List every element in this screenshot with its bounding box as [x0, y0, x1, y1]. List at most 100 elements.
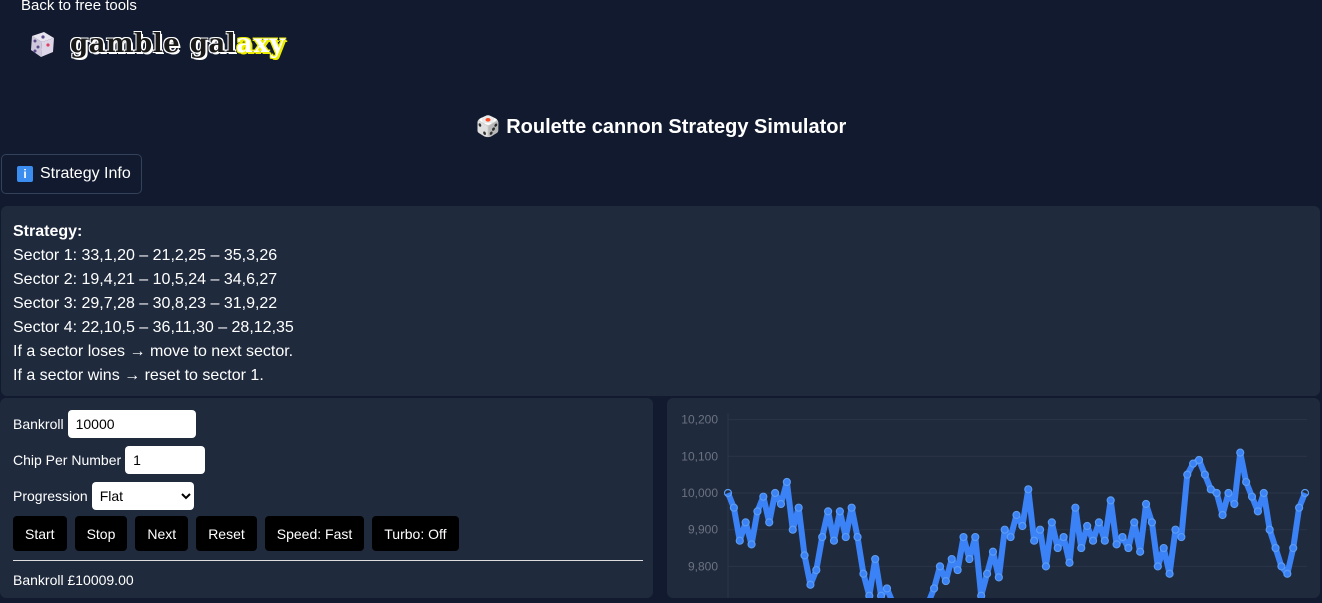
strategy-panel: Strategy: Sector 1: 33,1,20 – 21,2,25 – …: [1, 206, 1320, 396]
start-button[interactable]: Start: [13, 516, 67, 551]
data-point: [1018, 521, 1027, 531]
data-point: [1124, 543, 1133, 553]
data-point: [1277, 562, 1286, 571]
data-point: [1030, 536, 1039, 545]
strategy-line: If a sector wins → reset to sector 1.: [13, 367, 264, 384]
data-point: [994, 573, 1003, 582]
data-point: [965, 554, 974, 564]
data-point: [1283, 569, 1292, 578]
data-point: [1065, 558, 1074, 567]
reset-button[interactable]: Reset: [196, 516, 257, 551]
data-point: [741, 518, 750, 527]
data-point: [1118, 532, 1127, 542]
chart-panel: 9,800 9,900 10,000 10,100 10,200: [667, 398, 1320, 603]
data-point: [1289, 543, 1298, 553]
strategy-line: If a sector loses → move to next sector.: [13, 343, 294, 360]
data-point: [941, 576, 950, 586]
data-point: [1224, 488, 1233, 498]
progression-select[interactable]: Flat: [91, 482, 194, 510]
data-point: [759, 492, 768, 501]
strategy-line: Sector 2: 19,4,21 – 10,5,24 – 34,6,27: [13, 271, 278, 288]
data-point: [935, 562, 945, 571]
data-point: [1136, 547, 1145, 556]
turbo-button[interactable]: Turbo: Off: [372, 516, 459, 551]
data-point: [853, 532, 862, 542]
data-point: [1000, 525, 1009, 534]
bankroll-status: Bankroll £10009.00: [13, 572, 134, 588]
data-point: [765, 518, 774, 527]
data-point: [788, 525, 797, 534]
data-point: [1130, 518, 1139, 527]
data-point: [723, 488, 733, 498]
strategy-line: Sector 4: 22,10,5 – 36,11,30 – 28,12,35: [13, 319, 294, 336]
strategy-line: Sector 3: 29,7,28 – 30,8,23 – 31,9,22: [13, 295, 278, 312]
data-point: [847, 503, 856, 512]
logo[interactable]: gamble galaxy: [26, 28, 285, 60]
data-point: [729, 503, 738, 512]
strategy-line: Sector 1: 33,1,20 – 21,2,25 – 35,3,26: [13, 247, 278, 264]
speed-button[interactable]: Speed: Fast: [264, 516, 365, 551]
data-point: [1218, 510, 1227, 520]
data-point: [988, 547, 998, 556]
data-point: [1147, 518, 1157, 527]
dice-icon: [31, 32, 54, 57]
data-point: [1259, 488, 1268, 498]
bankroll-chart: 9,800 9,900 10,000 10,100 10,200: [681, 413, 1310, 603]
data-point: [871, 554, 880, 564]
series-line: [725, 449, 1308, 603]
data-point: [1165, 569, 1174, 578]
data-point: [829, 536, 839, 545]
data-point: [794, 503, 803, 512]
data-point: [1189, 459, 1198, 468]
data-point: [1035, 525, 1045, 534]
data-point: [747, 540, 756, 549]
data-point: [1047, 518, 1056, 527]
data-point: [771, 488, 780, 498]
data-point: [1194, 455, 1204, 465]
data-point: [1212, 488, 1221, 498]
data-point: [1083, 521, 1092, 531]
page-title: 🎲 Roulette cannon Strategy Simulator: [0, 114, 1322, 139]
data-point: [1041, 562, 1051, 571]
divider: [13, 560, 643, 561]
data-point: [859, 569, 868, 578]
data-point: [953, 565, 962, 575]
back-to-free-tools-link[interactable]: Back to free tools: [21, 0, 137, 14]
y-tick-label: 9,800: [688, 559, 718, 573]
y-tick-label: 10,000: [681, 486, 718, 500]
data-point: [1071, 503, 1080, 512]
info-icon: i: [17, 166, 33, 182]
bankroll-label: Bankroll: [13, 416, 64, 432]
chip-per-number-input[interactable]: [125, 446, 206, 474]
data-point: [841, 532, 850, 542]
data-point: [1006, 532, 1015, 542]
data-point: [1206, 485, 1215, 494]
data-point: [1253, 507, 1262, 516]
data-point: [812, 565, 821, 575]
data-point: [1295, 503, 1304, 512]
next-button[interactable]: Next: [135, 516, 189, 551]
chip-per-number-label: Chip Per Number: [13, 452, 122, 468]
data-point: [1171, 525, 1180, 534]
stop-button[interactable]: Stop: [74, 516, 128, 551]
y-tick-label: 10,100: [681, 449, 718, 463]
data-point: [1094, 518, 1104, 527]
data-point: [947, 554, 956, 564]
data-point: [1247, 492, 1257, 501]
data-point: [1059, 532, 1068, 542]
data-point: [776, 499, 786, 509]
data-point: [959, 532, 968, 542]
strategy-info-button[interactable]: i Strategy Info: [1, 154, 142, 194]
strategy-heading: Strategy:: [13, 223, 83, 240]
data-point: [1236, 448, 1245, 457]
data-point: [835, 507, 844, 516]
data-point: [1141, 499, 1151, 509]
data-point: [1177, 532, 1186, 542]
data-point: [1077, 543, 1086, 553]
data-point: [1153, 562, 1162, 571]
data-point: [806, 580, 815, 589]
bankroll-input[interactable]: [67, 410, 196, 438]
data-point: [1242, 477, 1251, 487]
data-point: [782, 477, 791, 487]
progression-label: Progression: [13, 488, 88, 504]
